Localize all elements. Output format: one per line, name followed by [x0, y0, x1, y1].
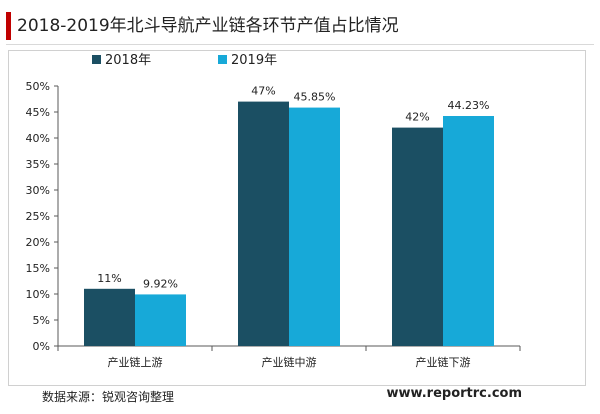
y-tick-label-9: 45%	[26, 106, 50, 119]
legend-label-1: 2019年	[231, 53, 277, 68]
chart-frame	[8, 50, 586, 386]
title-divider	[6, 44, 594, 45]
data-label-1-1: 45.85%	[294, 91, 336, 104]
y-tick-label-7: 35%	[26, 158, 50, 171]
data-label-0-0: 11%	[97, 272, 121, 285]
bar-0-2	[392, 127, 443, 346]
data-label-0-1: 47%	[251, 85, 275, 98]
y-tick-label-4: 20%	[26, 236, 50, 249]
y-tick-label-1: 5%	[33, 314, 50, 327]
y-tick-label-5: 25%	[26, 210, 50, 223]
legend-swatch-1	[218, 55, 227, 64]
data-label-1-2: 44.23%	[448, 99, 490, 112]
data-label-0-2: 42%	[405, 111, 429, 124]
bar-1-2	[443, 116, 494, 346]
y-tick-label-3: 15%	[26, 262, 50, 275]
bar-1-1	[289, 107, 340, 346]
bar-0-1	[238, 101, 289, 346]
y-tick-label-10: 50%	[26, 80, 50, 93]
chart-title: 2018-2019年北斗导航产业链各环节产值占比情况	[17, 16, 399, 36]
y-tick-label-6: 30%	[26, 184, 50, 197]
y-tick-label-8: 40%	[26, 132, 50, 145]
legend-swatch-0	[92, 55, 101, 64]
y-tick-label-0: 0%	[33, 340, 50, 353]
legend-label-0: 2018年	[105, 53, 151, 68]
category-label-2: 产业链下游	[416, 355, 471, 369]
data-source: 数据来源：锐观咨询整理	[42, 390, 175, 404]
category-label-1: 产业链中游	[262, 355, 317, 369]
data-label-1-0: 9.92%	[143, 277, 178, 290]
category-label-0: 产业链上游	[108, 355, 163, 369]
bar-0-0	[84, 288, 135, 346]
title-accent-bar	[6, 12, 11, 40]
bar-1-0	[135, 294, 186, 346]
y-tick-label-2: 10%	[26, 288, 50, 301]
website-url: www.reportrc.com	[386, 386, 522, 401]
